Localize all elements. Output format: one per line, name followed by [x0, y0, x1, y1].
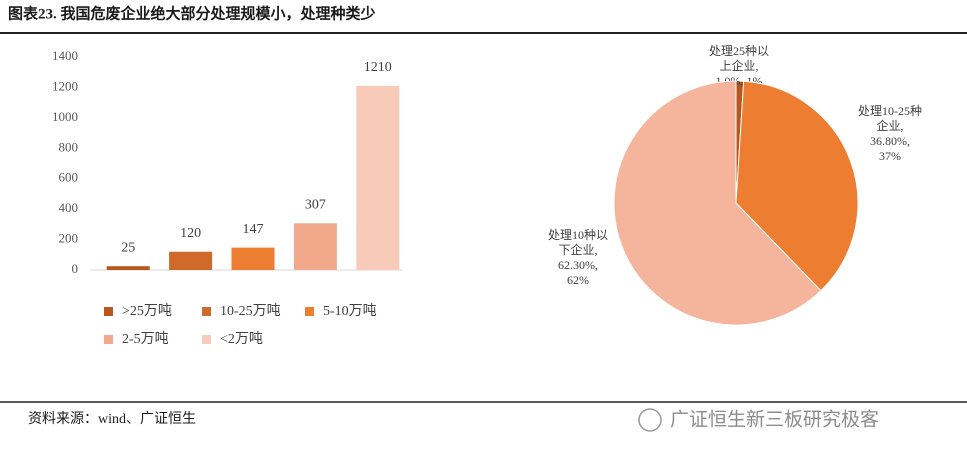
y-tick-label: 400: [59, 200, 79, 215]
value-label: 307: [305, 198, 326, 213]
watermark-icon: [638, 408, 662, 432]
y-tick-label: 600: [59, 170, 79, 185]
bar: [231, 247, 275, 270]
bar: [106, 266, 150, 270]
legend-swatch: [305, 307, 314, 316]
watermark: 广证恒生新三板研究极客: [670, 409, 879, 431]
legend-label: 10-25万吨: [220, 303, 281, 319]
figure-title: 图表23. 我国危废企业绝大部分处理规模小，处理种类少: [8, 4, 376, 22]
legend-swatch: [202, 307, 211, 316]
pie-value-label: 62.30%, 62%: [558, 258, 598, 287]
pie-label: 处理10种以下企业,62.30%, 62%: [546, 228, 610, 288]
pie-slice: [735, 80, 859, 292]
bar: [356, 85, 400, 271]
legend-label: 5-10万吨: [323, 303, 377, 319]
y-tick-label: 800: [59, 139, 79, 154]
pie-label-name: 处理10种以下企业,: [547, 228, 608, 257]
pie-label-name: 处理25种以上企业,: [708, 44, 769, 73]
legend-label: <2万吨: [220, 331, 263, 347]
value-label: 120: [180, 226, 201, 241]
legend-swatch: [104, 335, 113, 344]
value-label: 147: [243, 222, 264, 237]
pie-label-box: 处理10-25种企业, 36.80%, 37%: [858, 104, 922, 164]
y-tick-label: 0: [72, 261, 79, 276]
pie-label-box: 处理10种以下企业, 62.30%, 62%: [546, 228, 610, 288]
y-tick-label: 1000: [52, 109, 78, 124]
value-label: 25: [121, 240, 135, 255]
pie-label-name: 处理10-25种企业,: [858, 104, 922, 133]
y-tick-label: 200: [59, 231, 79, 246]
bar: [293, 223, 337, 270]
pie-value-label: 36.80%, 37%: [870, 134, 910, 163]
legend-label: 2-5万吨: [122, 331, 169, 347]
bar: [169, 251, 213, 270]
legend-swatch: [202, 335, 211, 344]
y-tick-label: 1400: [52, 48, 78, 63]
pie-slice: [613, 80, 822, 326]
source-note: 资料来源：wind、广证恒生: [28, 411, 196, 427]
value-label: 1210: [364, 60, 392, 75]
legend-label: >25万吨: [122, 303, 172, 319]
legend-swatch: [104, 307, 113, 316]
pie-label: 处理10-25种企业,36.80%, 37%: [858, 104, 922, 164]
y-tick-label: 1200: [52, 78, 78, 93]
